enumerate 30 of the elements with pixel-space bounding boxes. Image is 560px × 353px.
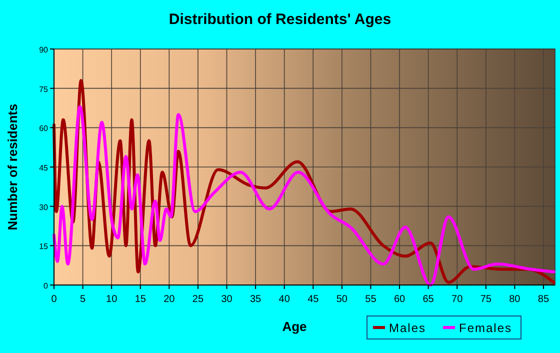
y-tick-label: 45 — [39, 164, 49, 172]
x-tick-label: 40 — [278, 294, 290, 305]
x-tick-label: 20 — [164, 294, 176, 305]
x-tick-label: 55 — [365, 294, 377, 305]
x-tick-label: 45 — [308, 294, 320, 305]
y-tick-label: 60 — [39, 124, 49, 134]
legend-label: Females — [459, 321, 512, 335]
y-tick-label: 0 — [44, 282, 49, 290]
x-tick-label: 60 — [394, 294, 406, 305]
x-tick-label: 50 — [336, 294, 348, 305]
x-tick-label: 75 — [480, 294, 492, 305]
legend-label: Males — [389, 321, 426, 335]
y-tick-label: 30 — [39, 202, 49, 212]
x-tick-label: 30 — [221, 294, 233, 305]
x-tick-label: 15 — [134, 294, 146, 305]
x-tick-label: 80 — [509, 294, 521, 305]
x-tick-label: 5 — [80, 294, 86, 305]
x-tick-label: 0 — [51, 294, 58, 305]
x-axis-title: Age — [282, 319, 307, 334]
x-tick-label: 35 — [250, 294, 262, 305]
y-tick-label: 90 — [39, 46, 49, 54]
x-tick-label: 70 — [452, 294, 464, 305]
y-axis-title: Number of residents — [5, 104, 20, 230]
x-tick-label: 10 — [106, 294, 118, 305]
chart-title: Distribution of Residents' Ages — [168, 11, 392, 28]
x-tick-label: 85 — [538, 294, 550, 305]
y-tick-label: 15 — [39, 242, 49, 252]
x-tick-label: 65 — [422, 294, 434, 305]
y-tick-label: 75 — [39, 84, 49, 94]
x-tick-label: 25 — [192, 294, 204, 305]
